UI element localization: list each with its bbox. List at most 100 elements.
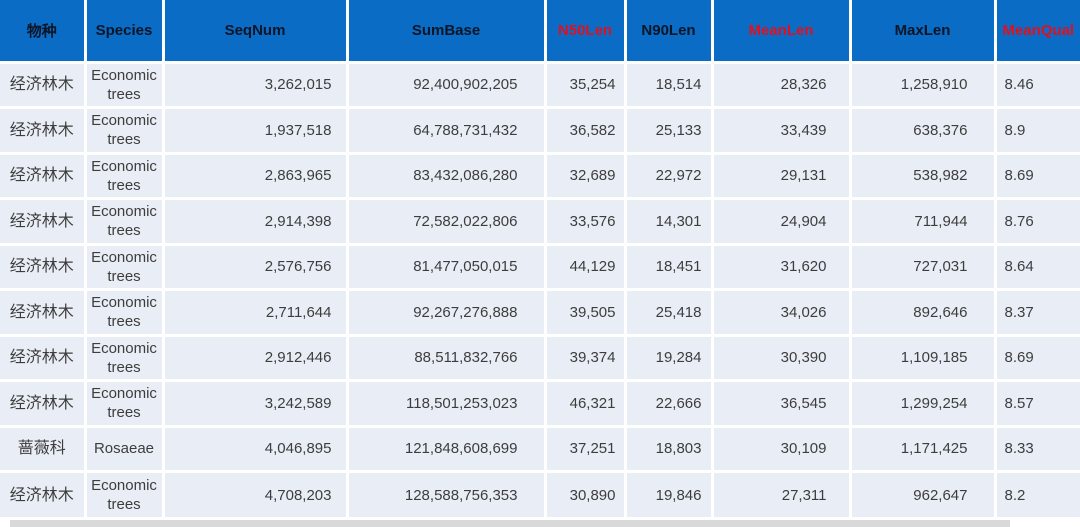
cell-sumbase: 64,788,731,432 xyxy=(347,107,547,155)
cell-meanlen: 34,026 xyxy=(712,289,852,337)
cell-species-en: Economic trees xyxy=(85,62,165,109)
cell-sumbase: 72,582,022,806 xyxy=(347,198,547,246)
col-header-meanlen: MeanLen xyxy=(712,0,852,64)
table-row: 经济林木 Economic trees 3,242,589 118,501,25… xyxy=(0,380,1080,428)
table-row: 蔷薇科 Rosaeae 4,046,895 121,848,608,699 37… xyxy=(0,426,1080,473)
cell-meanlen: 29,131 xyxy=(712,153,852,200)
cell-maxlen: 711,944 xyxy=(850,198,997,246)
cell-maxlen: 638,376 xyxy=(850,107,997,155)
cell-species-en: Rosaeae xyxy=(85,426,165,473)
cell-n90len: 18,451 xyxy=(625,244,714,291)
cell-maxlen: 962,647 xyxy=(850,471,997,517)
table-row: 经济林木 Economic trees 2,576,756 81,477,050… xyxy=(0,244,1080,291)
cell-seqnum: 2,912,446 xyxy=(163,335,349,382)
cell-n50len: 44,129 xyxy=(545,244,627,291)
cell-meanlen: 30,109 xyxy=(712,426,852,473)
cell-seqnum: 4,046,895 xyxy=(163,426,349,473)
cell-meanlen: 24,904 xyxy=(712,198,852,246)
col-header-species-cn: 物种 xyxy=(0,0,87,64)
cell-maxlen: 892,646 xyxy=(850,289,997,337)
cell-species-en: Economic trees xyxy=(85,380,165,428)
cell-species-cn: 经济林木 xyxy=(0,107,87,155)
cell-sumbase: 92,400,902,205 xyxy=(347,62,547,109)
col-header-n50len: N50Len xyxy=(545,0,627,64)
cell-maxlen: 727,031 xyxy=(850,244,997,291)
header-row: 物种 Species SeqNum SumBase N50Len N90Len … xyxy=(0,0,1080,64)
cell-species-cn: 经济林木 xyxy=(0,335,87,382)
cell-n90len: 19,846 xyxy=(625,471,714,517)
cell-n50len: 46,321 xyxy=(545,380,627,428)
cell-sumbase: 121,848,608,699 xyxy=(347,426,547,473)
col-header-meanqual: MeanQual xyxy=(995,0,1080,64)
cell-seqnum: 2,576,756 xyxy=(163,244,349,291)
col-header-maxlen: MaxLen xyxy=(850,0,997,64)
cell-species-cn: 经济林木 xyxy=(0,153,87,200)
cell-species-en: Economic trees xyxy=(85,335,165,382)
cell-n90len: 18,803 xyxy=(625,426,714,473)
cell-meanqual: 8.9 xyxy=(995,107,1080,155)
cell-n90len: 19,284 xyxy=(625,335,714,382)
cell-meanlen: 27,311 xyxy=(712,471,852,517)
cell-meanqual: 8.76 xyxy=(995,198,1080,246)
cell-seqnum: 4,708,203 xyxy=(163,471,349,517)
cell-species-en: Economic trees xyxy=(85,471,165,517)
cell-seqnum: 2,914,398 xyxy=(163,198,349,246)
cell-species-cn: 蔷薇科 xyxy=(0,426,87,473)
cell-species-cn: 经济林木 xyxy=(0,289,87,337)
cell-seqnum: 2,863,965 xyxy=(163,153,349,200)
cell-n50len: 32,689 xyxy=(545,153,627,200)
cell-meanlen: 33,439 xyxy=(712,107,852,155)
cell-species-cn: 经济林木 xyxy=(0,62,87,109)
col-header-sumbase: SumBase xyxy=(347,0,547,64)
table-row: 经济林木 Economic trees 4,708,203 128,588,75… xyxy=(0,471,1080,517)
table-row: 经济林木 Economic trees 2,912,446 88,511,832… xyxy=(0,335,1080,382)
table-row: 经济林木 Economic trees 2,711,644 92,267,276… xyxy=(0,289,1080,337)
cell-species-en: Economic trees xyxy=(85,244,165,291)
cell-maxlen: 538,982 xyxy=(850,153,997,200)
cell-seqnum: 3,242,589 xyxy=(163,380,349,428)
cell-n50len: 36,582 xyxy=(545,107,627,155)
cell-n90len: 22,666 xyxy=(625,380,714,428)
cell-n90len: 25,133 xyxy=(625,107,714,155)
cell-n50len: 35,254 xyxy=(545,62,627,109)
table-row: 经济林木 Economic trees 3,262,015 92,400,902… xyxy=(0,62,1080,109)
cell-meanlen: 36,545 xyxy=(712,380,852,428)
cell-species-en: Economic trees xyxy=(85,153,165,200)
cell-meanqual: 8.46 xyxy=(995,62,1080,109)
cell-sumbase: 83,432,086,280 xyxy=(347,153,547,200)
cell-n50len: 30,890 xyxy=(545,471,627,517)
cell-n90len: 25,418 xyxy=(625,289,714,337)
cell-n50len: 33,576 xyxy=(545,198,627,246)
cell-seqnum: 2,711,644 xyxy=(163,289,349,337)
cell-species-cn: 经济林木 xyxy=(0,198,87,246)
cell-species-cn: 经济林木 xyxy=(0,471,87,517)
cell-meanlen: 31,620 xyxy=(712,244,852,291)
cell-species-en: Economic trees xyxy=(85,289,165,337)
col-header-seqnum: SeqNum xyxy=(163,0,349,64)
cell-n50len: 37,251 xyxy=(545,426,627,473)
cell-seqnum: 1,937,518 xyxy=(163,107,349,155)
cell-maxlen: 1,109,185 xyxy=(850,335,997,382)
table-body: 经济林木 Economic trees 3,262,015 92,400,902… xyxy=(0,62,1080,517)
cell-sumbase: 128,588,756,353 xyxy=(347,471,547,517)
cell-meanqual: 8.69 xyxy=(995,335,1080,382)
cell-meanqual: 8.64 xyxy=(995,244,1080,291)
table-row: 经济林木 Economic trees 2,863,965 83,432,086… xyxy=(0,153,1080,200)
table-header: 物种 Species SeqNum SumBase N50Len N90Len … xyxy=(0,0,1080,64)
cell-species-cn: 经济林木 xyxy=(0,380,87,428)
cell-species-en: Economic trees xyxy=(85,198,165,246)
cell-species-cn: 经济林木 xyxy=(0,244,87,291)
cell-seqnum: 3,262,015 xyxy=(163,62,349,109)
cell-species-en: Economic trees xyxy=(85,107,165,155)
cell-n90len: 14,301 xyxy=(625,198,714,246)
cell-n50len: 39,505 xyxy=(545,289,627,337)
col-header-n90len: N90Len xyxy=(625,0,714,64)
cell-meanlen: 30,390 xyxy=(712,335,852,382)
cell-sumbase: 118,501,253,023 xyxy=(347,380,547,428)
cell-n50len: 39,374 xyxy=(545,335,627,382)
cell-meanqual: 8.2 xyxy=(995,471,1080,517)
cell-maxlen: 1,299,254 xyxy=(850,380,997,428)
cell-n90len: 18,514 xyxy=(625,62,714,109)
